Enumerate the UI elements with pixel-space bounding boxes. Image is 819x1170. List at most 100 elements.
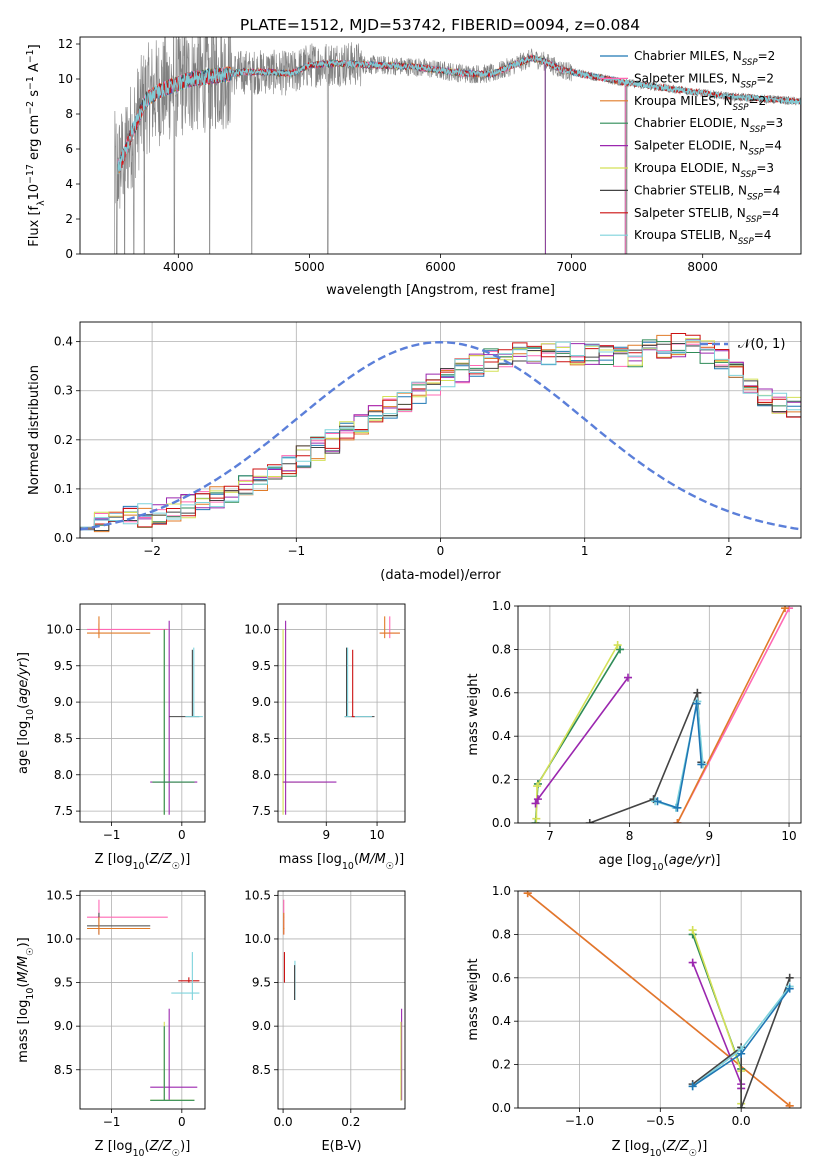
y-tick-label: 0.2 [492,1058,511,1072]
x-tick-label: −2 [143,544,161,558]
gaussian-curve [80,340,801,531]
x-tick-label: 0 [437,544,445,558]
legend-label: Chabrier ELODIE, NSSP=3 [634,116,783,135]
model-line-kroupa-stelib [117,54,801,254]
x-tick-label: 10 [781,829,796,843]
plot-area [523,891,794,1108]
y-tick-label: 9.5 [252,976,271,990]
y-tick-label: 9.5 [252,659,271,673]
chart-Z_weight: −1.0 −0.5 0.0 0.0 0.2 0.4 0.6 0.8 1.0 Z [log10(Z/… [466,884,802,1159]
y-tick-label: 12 [58,37,73,51]
y-tick-label: 0.4 [54,335,73,349]
weight-point [785,1101,794,1108]
y-tick-label: 10.5 [244,888,271,902]
chart-residuals: −2 −1 0 1 2 0.0 0.1 0.2 0.3 0.4 (data-model)/error… [27,321,802,583]
x-tick-label: −1 [103,828,121,842]
y-tick-label: 8.5 [252,1063,271,1077]
weight-point [693,688,702,697]
legend-label: Salpeter MILES, NSSP=2 [634,71,774,90]
chart-age_weight: 7 8 9 10 0.0 0.2 0.4 0.6 0.8 1.0 age [log10(age/yr… [466,599,802,873]
y-tick-label: 0.4 [492,1014,511,1028]
x-tick-label: 10 [369,828,384,842]
y-tick-label: 0.0 [492,816,511,830]
x-tick-label: 9 [322,828,330,842]
weight-point [697,760,706,769]
chart-ebv_mass: 0.0 0.2 8.5 9.0 9.5 10.0 10.5 E(B-V) [244,888,406,1154]
x-tick-label: 8 [626,829,634,843]
x-tick-label: 7000 [556,260,587,274]
weight-point [688,1082,697,1091]
y-tick-label: 0.6 [492,686,511,700]
weight-point [737,1104,746,1108]
y-tick-label: 0.8 [492,927,511,941]
x-tick-label: 7 [546,829,554,843]
weight-point [781,606,790,613]
y-tick-label: 8.5 [54,731,73,745]
x-axis-label: (data-model)/error [380,568,501,583]
legend-label: Chabrier MILES, NSSP=2 [634,49,775,68]
y-tick-label: 8.5 [54,1063,73,1077]
axes-frame [79,603,206,823]
weight-line [535,644,619,819]
y-tick-label: 0 [65,247,73,261]
histogram-series [80,343,801,531]
weight-point [624,673,633,682]
y-tick-label: 0.3 [54,384,73,398]
weight-line [527,892,791,1107]
y-tick-label: 10.5 [46,888,73,902]
y-tick-label: 7.5 [252,804,271,818]
legend-label: 𝒩(0, 1) [738,337,785,352]
weight-point [531,799,540,808]
x-tick-label: 0.0 [274,1115,293,1129]
y-tick-label: 10 [58,72,73,86]
weight-point [532,814,541,823]
weight-point [585,819,594,823]
x-tick-label: 0.0 [732,1114,751,1128]
x-tick-label: 5000 [294,260,325,274]
axes-frame [79,36,802,255]
y-tick-label: 0.4 [492,729,511,743]
y-tick-label: 7.5 [54,804,73,818]
figure-title: PLATE=1512, MJD=53742, FIBERID=0094, z=0… [240,16,640,34]
y-tick-label: 1.0 [492,599,511,613]
y-axis-label: age [log10(age/yr)] [16,652,36,774]
x-tick-label: 8000 [687,260,718,274]
y-tick-label: 0.0 [54,531,73,545]
legend-label: Kroupa ELODIE, NSSP=3 [634,161,774,180]
y-tick-label: 8 [65,107,73,121]
histogram-series [80,339,801,530]
y-tick-label: 0.2 [54,433,73,447]
x-tick-label: 0.2 [341,1115,360,1129]
y-tick-label: 1.0 [492,884,511,898]
y-tick-label: 9.5 [54,659,73,673]
y-tick-label: 0.1 [54,482,73,496]
weight-point [533,795,542,804]
chart-Z_mass: −1 0 8.5 9.0 9.5 10.0 10.5 Z [log10(Z/Z☉)] mass … [16,888,206,1159]
x-axis-label: Z [log10(Z/Z☉)] [95,1139,191,1159]
weight-point [523,891,532,898]
x-tick-label: 2 [725,544,733,558]
x-tick-label: 1 [581,544,589,558]
y-axis-label: Normed distribution [27,365,42,495]
plot-area [283,899,403,1101]
y-tick-label: 0.8 [492,642,511,656]
weight-line [676,607,786,823]
weight-point [688,926,697,935]
x-tick-label: 6000 [425,260,456,274]
y-axis-label: mass [log10(M/M☉)] [16,937,36,1063]
x-axis-label: age [log10(age/yr)] [598,853,720,873]
legend: 𝒩(0, 1) [700,337,785,352]
y-tick-label: 9.0 [54,1019,73,1033]
plot-area [114,37,801,254]
x-tick-label: −1.0 [565,1114,594,1128]
axes-frame [79,321,802,539]
legend-label: Kroupa STELIB, NSSP=4 [634,228,771,247]
chart-spectrum: 4000 5000 6000 7000 8000 0 2 4 6 8 10 12 wavelength … [25,36,802,298]
y-tick-label: 9.5 [54,976,73,990]
weight-point [673,819,682,823]
x-tick-label: 0 [178,1115,186,1129]
weight-line [589,692,703,823]
y-tick-label: 8.0 [252,768,271,782]
x-axis-label: mass [log10(M/M☉)] [279,852,405,872]
weight-point [653,797,662,806]
